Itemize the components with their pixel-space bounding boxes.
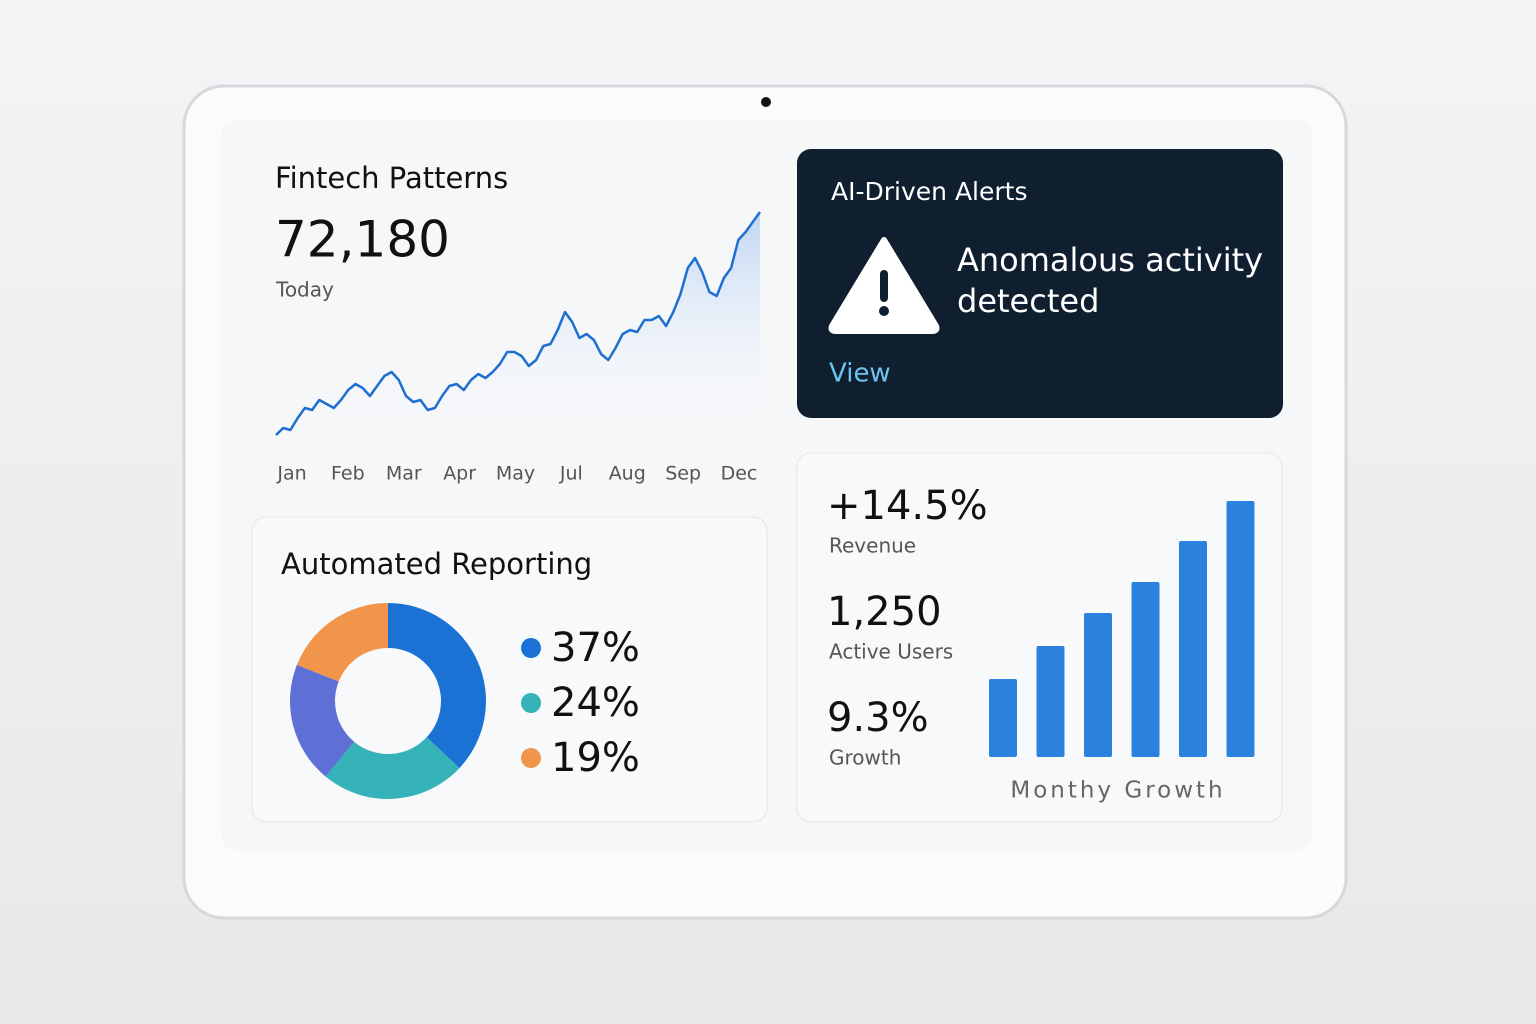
alert-title: AI-Driven Alerts <box>831 177 1027 206</box>
x-label: Mar <box>386 463 422 485</box>
donut-segment <box>388 603 487 769</box>
legend-value: 24% <box>551 680 640 726</box>
alert-message: Anomalous activity <box>957 241 1263 279</box>
x-label: May <box>496 463 535 485</box>
line <box>275 211 762 436</box>
x-label: Sep <box>665 463 701 485</box>
x-label: Dec <box>721 463 758 485</box>
alert-card[interactable] <box>797 149 1283 418</box>
view-link[interactable]: View <box>829 359 891 389</box>
x-label: Jul <box>559 463 583 485</box>
legend-dot <box>521 748 541 768</box>
donut-title: Automated Reporting <box>281 547 592 581</box>
metric-label: Active Users <box>829 640 953 664</box>
legend-value: 37% <box>551 625 640 671</box>
bar <box>1131 582 1160 757</box>
x-label: Jan <box>276 463 306 485</box>
headline-caption: Today <box>275 278 334 302</box>
bar <box>1226 501 1255 757</box>
growth-card <box>796 452 1283 823</box>
bar <box>1084 613 1112 757</box>
camera <box>761 97 771 107</box>
x-label: Feb <box>331 463 365 485</box>
metric-value: +14.5% <box>827 483 988 529</box>
bar <box>1036 646 1065 757</box>
warning-bar <box>880 270 888 302</box>
report-card <box>251 516 768 823</box>
line-area <box>276 212 760 440</box>
donut-segment <box>296 603 388 682</box>
bar-label: Monthy Growth <box>1010 778 1225 804</box>
bar <box>989 679 1017 757</box>
x-label: Aug <box>609 463 646 485</box>
legend-dot <box>521 693 541 713</box>
headline-value: 72,180 <box>275 211 450 269</box>
x-label: Apr <box>443 463 476 485</box>
metric-value: 9.3% <box>827 695 929 741</box>
line-title: Fintech Patterns <box>275 161 508 195</box>
legend-value: 19% <box>551 735 640 781</box>
metric-label: Revenue <box>829 534 916 558</box>
bar <box>1179 541 1207 757</box>
metric-value: 1,250 <box>827 589 942 635</box>
donut-segment <box>290 664 355 777</box>
metric-label: Growth <box>829 746 901 770</box>
donut-segment <box>325 737 460 800</box>
alert-message: detected <box>957 282 1099 320</box>
warning-dot <box>879 306 889 316</box>
legend-dot <box>521 638 541 658</box>
